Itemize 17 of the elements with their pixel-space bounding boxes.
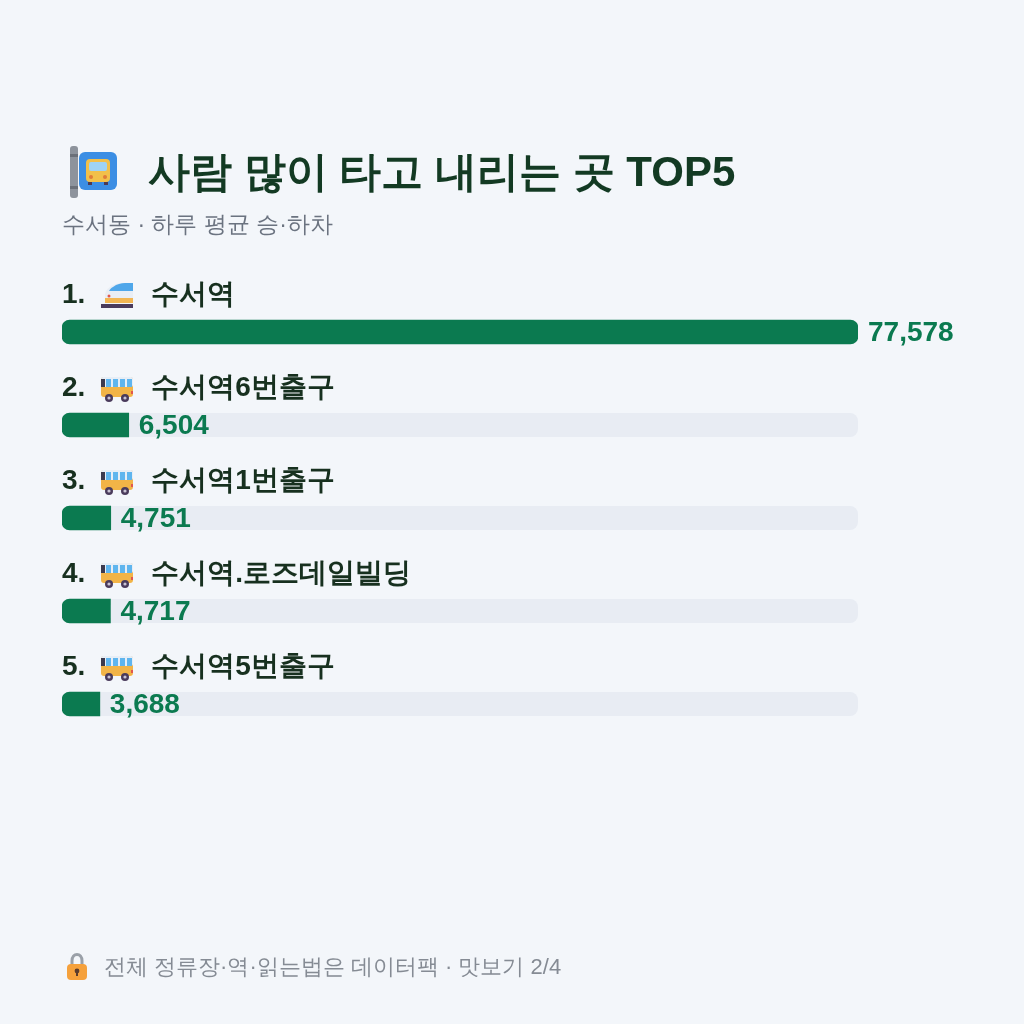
category-label: 1. 수서역 [62,277,236,309]
chart-subtitle: 수서동 · 하루 평균 승·하차 [62,210,333,239]
category-label: 3. 수서역1번출구 [62,463,335,495]
chart-title: 사람 많이 타고 내리는 곳 TOP5 [148,147,736,197]
category-label: 2. 수서역6번출구 [62,370,335,402]
bar [62,598,111,624]
category-label: 4. 수서역.로즈데일빌딩 [62,556,412,588]
data-label: 6,504 [138,408,210,440]
data-label: 3,688 [109,687,180,719]
data-label: 4,717 [120,594,191,626]
category-label: 5. 수서역5번출구 [62,649,335,681]
data-label: 4,751 [120,501,191,533]
text: 전체 정류장·역·읽는법은 데이터팩 · 맛보기 2/4 [104,953,562,981]
data-label: 77,578 [868,315,954,347]
bar [62,412,130,438]
bar [62,691,101,717]
bar [62,505,112,531]
